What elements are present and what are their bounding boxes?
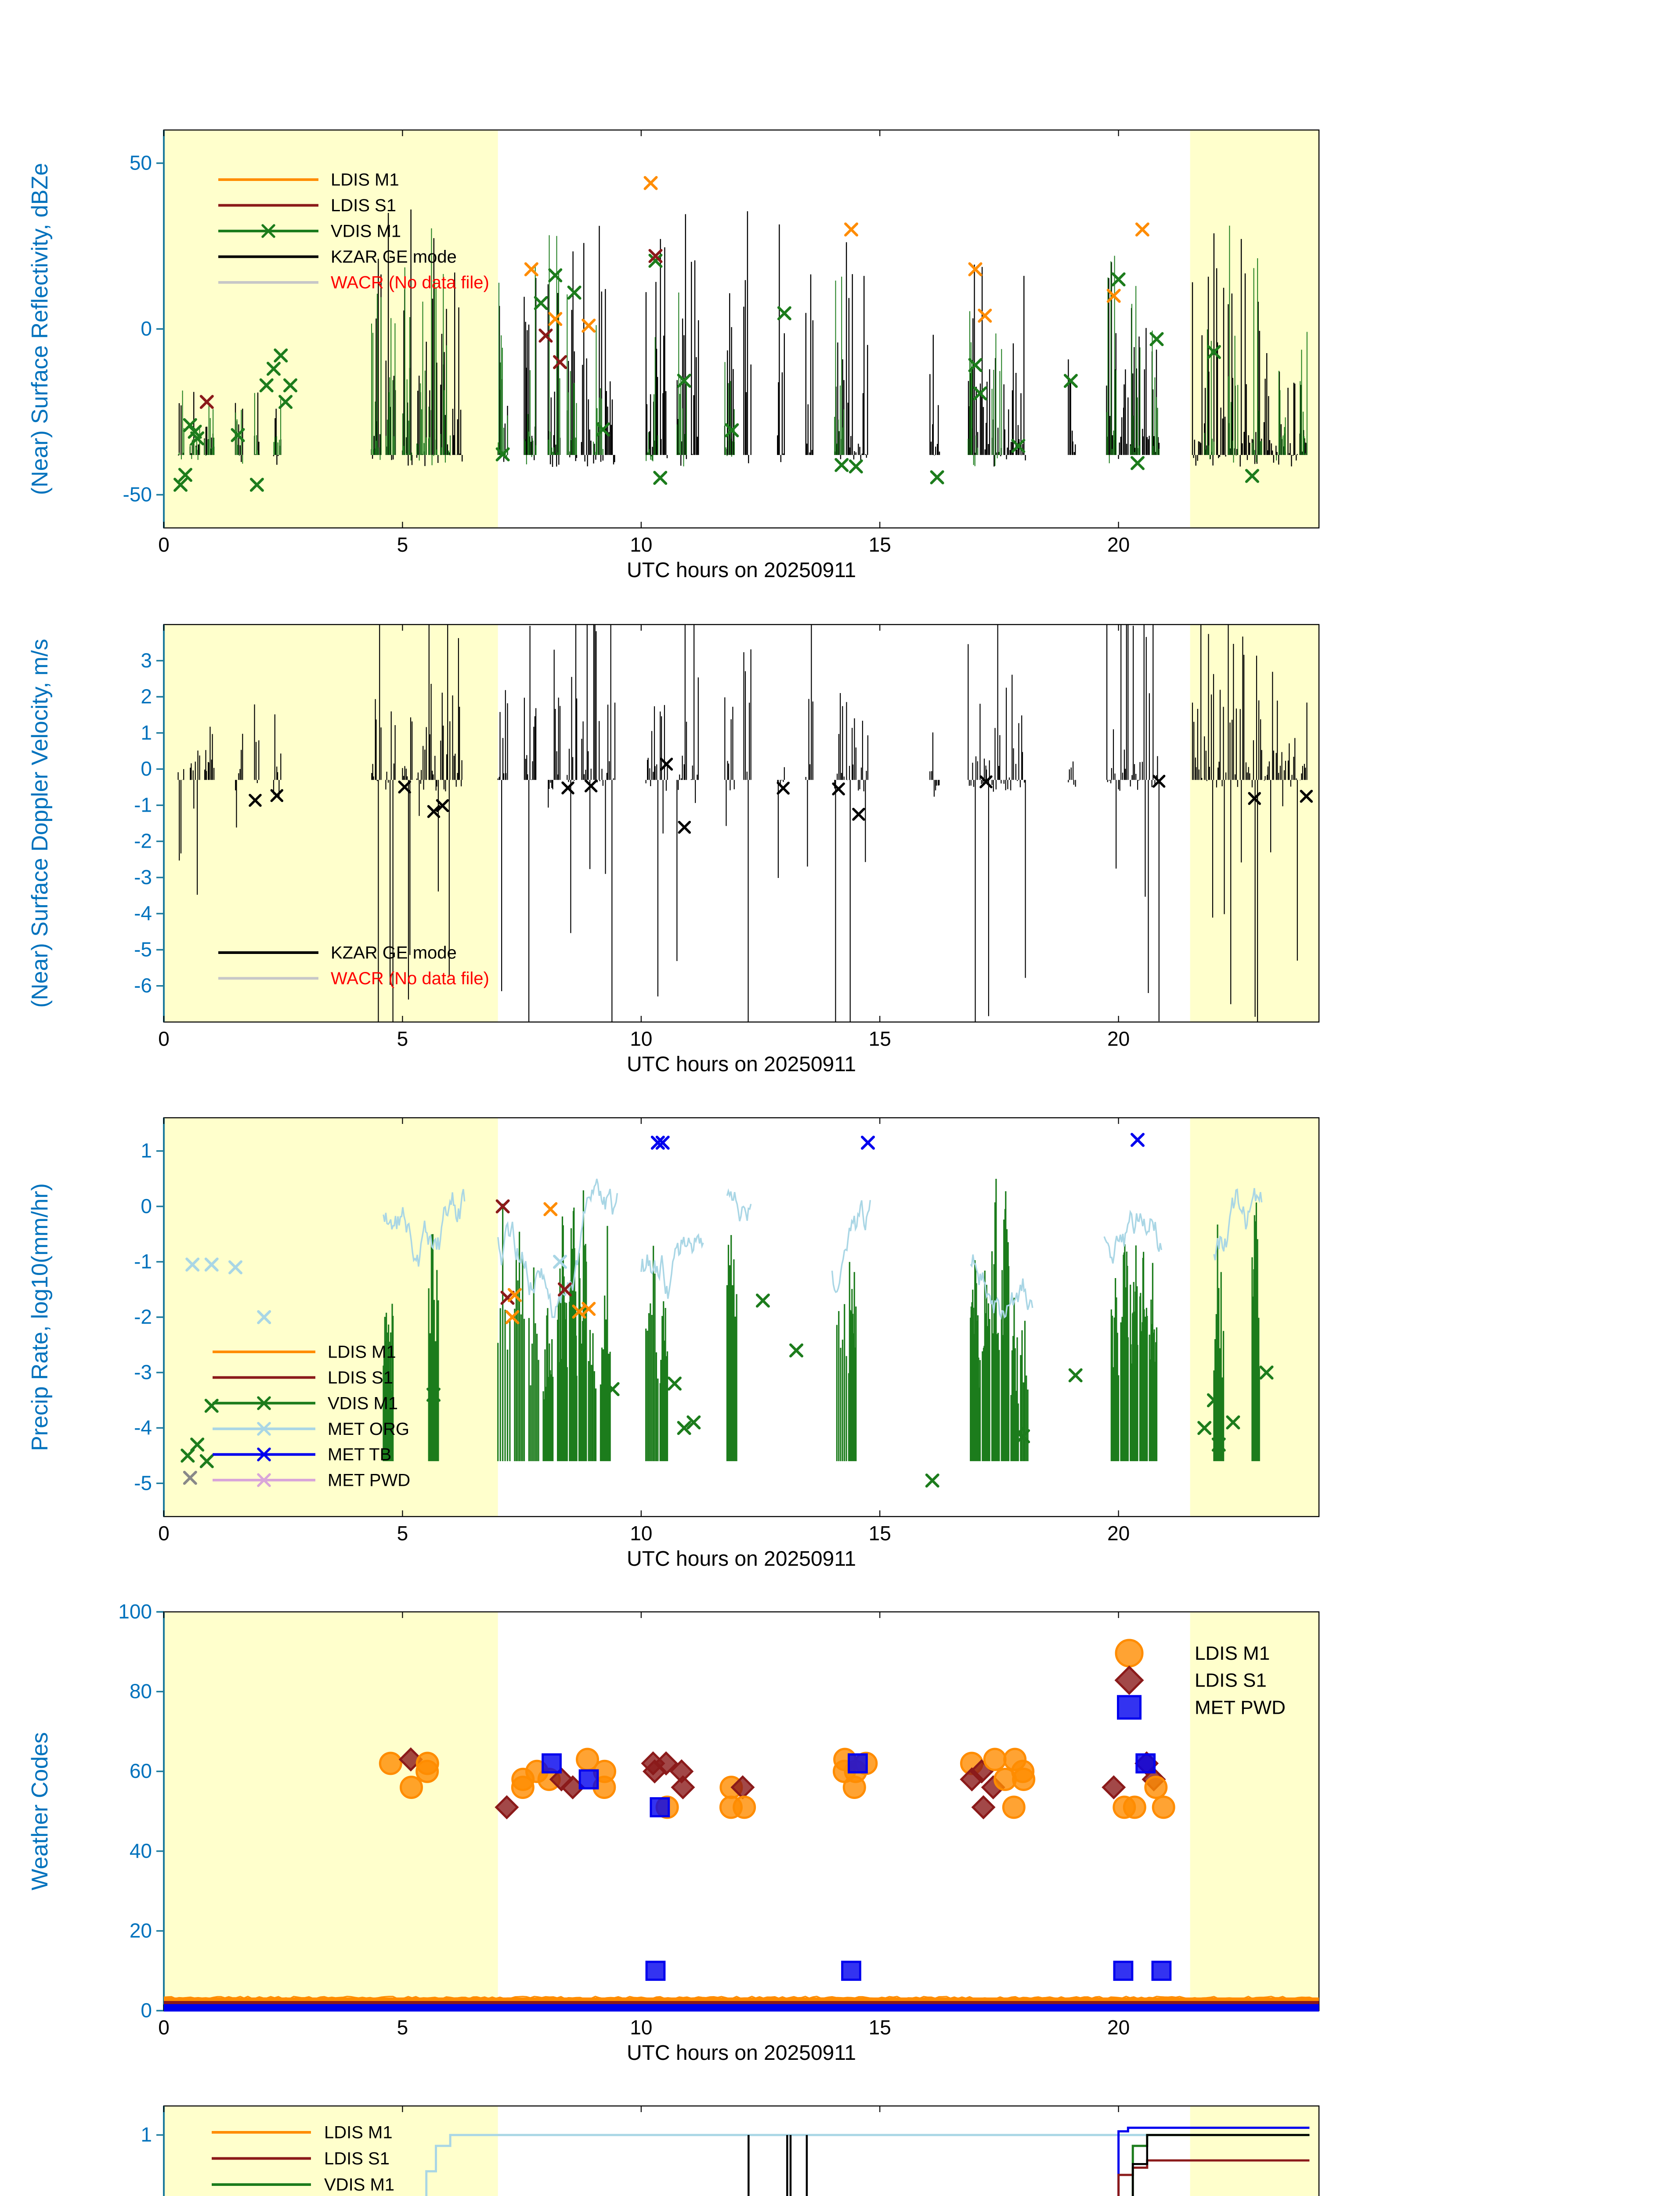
svg-text:100: 100 — [118, 1600, 152, 1623]
svg-text:-6: -6 — [134, 974, 152, 997]
svg-text:0: 0 — [141, 1195, 152, 1217]
svg-text:-5: -5 — [134, 1471, 152, 1494]
svg-text:-1: -1 — [134, 793, 152, 816]
svg-text:UTC hours on 20250911: UTC hours on 20250911 — [627, 1053, 856, 1076]
svg-text:-4: -4 — [134, 1416, 152, 1439]
svg-text:60: 60 — [130, 1759, 152, 1782]
svg-text:15: 15 — [869, 1522, 891, 1545]
svg-text:40: 40 — [130, 1839, 152, 1862]
svg-text:5: 5 — [397, 2016, 408, 2039]
svg-text:-4: -4 — [134, 902, 152, 925]
svg-text:MET PWD: MET PWD — [328, 1471, 410, 1490]
svg-text:50: 50 — [130, 152, 152, 174]
svg-text:LDIS S1: LDIS S1 — [324, 2149, 390, 2168]
svg-text:VDIS M1: VDIS M1 — [324, 2175, 394, 2195]
svg-text:2: 2 — [141, 685, 152, 708]
svg-text:-2: -2 — [134, 1305, 152, 1328]
svg-text:0: 0 — [141, 317, 152, 340]
svg-text:0: 0 — [141, 1999, 152, 2022]
svg-text:5: 5 — [397, 533, 408, 556]
svg-text:VDIS M1: VDIS M1 — [328, 1394, 398, 1413]
svg-text:LDIS M1: LDIS M1 — [328, 1343, 396, 1362]
svg-text:KZAR GE mode: KZAR GE mode — [331, 247, 457, 267]
svg-text:15: 15 — [869, 533, 891, 556]
svg-text:0: 0 — [158, 2016, 170, 2039]
svg-text:LDIS M1: LDIS M1 — [324, 2123, 393, 2142]
svg-text:0: 0 — [141, 757, 152, 780]
svg-text:(Near) Surface Doppler Velocit: (Near) Surface Doppler Velocity, m/s — [27, 639, 53, 1008]
svg-text:Precip Rate, log10(mm/hr): Precip Rate, log10(mm/hr) — [27, 1183, 53, 1451]
svg-text:20: 20 — [1107, 533, 1130, 556]
svg-text:80: 80 — [130, 1680, 152, 1703]
svg-text:1: 1 — [141, 1139, 152, 1162]
svg-text:10: 10 — [630, 1522, 652, 1545]
svg-text:15: 15 — [869, 2016, 891, 2039]
svg-text:VDIS M1: VDIS M1 — [331, 222, 401, 241]
svg-text:1: 1 — [141, 721, 152, 744]
svg-text:-1: -1 — [134, 1250, 152, 1273]
svg-text:WACR (No data file): WACR (No data file) — [331, 273, 489, 293]
svg-text:20: 20 — [1107, 2016, 1130, 2039]
svg-text:LDIS S1: LDIS S1 — [1195, 1670, 1267, 1691]
svg-text:-5: -5 — [134, 938, 152, 961]
svg-text:20: 20 — [130, 1919, 152, 1942]
svg-text:(Near) Surface Reflectivity, d: (Near) Surface Reflectivity, dBZe — [27, 163, 53, 495]
svg-text:0: 0 — [158, 1027, 170, 1050]
svg-text:KZAR GE mode: KZAR GE mode — [331, 943, 457, 963]
svg-text:5: 5 — [397, 1522, 408, 1545]
svg-text:-2: -2 — [134, 830, 152, 852]
svg-text:WACR (No data file): WACR (No data file) — [331, 969, 489, 988]
svg-text:0: 0 — [158, 533, 170, 556]
svg-text:0: 0 — [158, 1522, 170, 1545]
svg-text:-50: -50 — [123, 483, 152, 506]
svg-text:LDIS S1: LDIS S1 — [328, 1368, 393, 1387]
svg-text:UTC hours on 20250911: UTC hours on 20250911 — [627, 559, 856, 582]
svg-text:UTC hours on 20250911: UTC hours on 20250911 — [627, 2041, 856, 2065]
svg-text:-3: -3 — [134, 1361, 152, 1383]
svg-text:10: 10 — [630, 533, 652, 556]
svg-text:20: 20 — [1107, 1522, 1130, 1545]
svg-text:10: 10 — [630, 2016, 652, 2039]
svg-text:Weather Codes: Weather Codes — [27, 1732, 53, 1890]
svg-text:-3: -3 — [134, 866, 152, 889]
svg-text:LDIS M1: LDIS M1 — [1195, 1643, 1270, 1664]
svg-text:UTC hours on 20250911: UTC hours on 20250911 — [627, 1547, 856, 1571]
svg-text:LDIS M1: LDIS M1 — [331, 170, 399, 190]
svg-text:15: 15 — [869, 1027, 891, 1050]
svg-text:MET PWD: MET PWD — [1195, 1697, 1286, 1718]
svg-text:LDIS S1: LDIS S1 — [331, 196, 396, 215]
svg-text:MET ORG: MET ORG — [328, 1419, 409, 1439]
svg-text:1: 1 — [141, 2123, 152, 2146]
svg-text:20: 20 — [1107, 1027, 1130, 1050]
svg-text:MET TB: MET TB — [328, 1445, 391, 1464]
svg-text:3: 3 — [141, 649, 152, 672]
svg-text:5: 5 — [397, 1027, 408, 1050]
svg-text:10: 10 — [630, 1027, 652, 1050]
